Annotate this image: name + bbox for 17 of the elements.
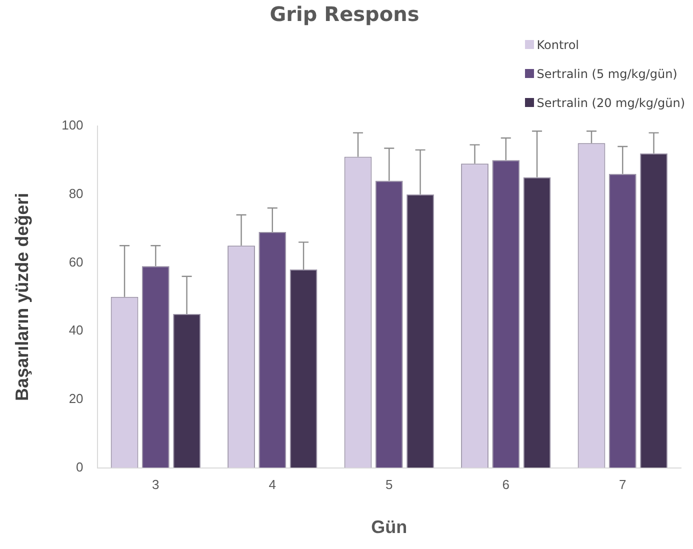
y-tick-label: 80 <box>68 186 84 201</box>
legend-label: Sertralin (20 mg/kg/gün) <box>536 96 685 110</box>
y-tick-label: 0 <box>76 459 84 474</box>
y-axis-title: Başarıların yüzde değeri <box>12 192 32 401</box>
x-tick-label: 3 <box>152 477 160 492</box>
legend-label: Sertralin (5 mg/kg/gün) <box>536 66 678 80</box>
y-tick-label: 100 <box>62 118 84 133</box>
x-tick-label: 6 <box>502 477 510 492</box>
x-tick-label: 5 <box>386 477 393 492</box>
y-tick-label: 20 <box>68 391 84 406</box>
x-tick-label: 4 <box>268 477 276 492</box>
y-tick-label: 60 <box>68 254 84 270</box>
x-tick-label: 7 <box>619 477 626 492</box>
legend-label: Kontrol <box>536 38 580 52</box>
chart-title: Grip Respons <box>270 2 420 26</box>
x-axis-title: Gün <box>371 517 408 538</box>
y-tick-label: 40 <box>68 322 84 338</box>
